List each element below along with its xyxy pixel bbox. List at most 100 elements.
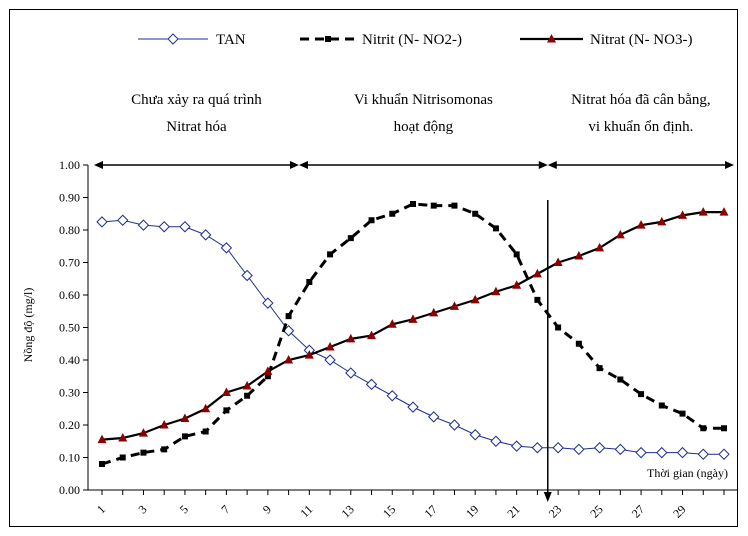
data-point	[596, 365, 603, 372]
data-point	[449, 301, 459, 310]
phase-3: Nitrat hóa đã cân bằng, vi khuẩn ổn định.	[547, 92, 734, 169]
data-point	[262, 297, 274, 309]
series-2	[99, 201, 727, 467]
data-point	[410, 201, 416, 207]
data-point	[306, 279, 313, 285]
data-point	[679, 410, 686, 417]
legend: TAN Nitrit (N- NO2-) Nitrat (N- NO3-)	[138, 32, 692, 48]
y-tick-label: 1.00	[59, 158, 80, 172]
series-1	[96, 214, 730, 460]
data-point	[389, 210, 396, 217]
data-point	[96, 216, 108, 228]
data-point	[615, 229, 625, 239]
y-tick-label: 0.70	[59, 256, 80, 270]
data-point	[656, 446, 668, 459]
data-point	[368, 217, 375, 224]
phase-label-line2: vi khuẩn ổn định.	[588, 119, 693, 135]
data-point	[138, 428, 148, 437]
data-point	[367, 330, 377, 340]
data-point	[574, 251, 584, 260]
phase-label-line1: Vi khuẩn Nitrisomonas	[354, 92, 493, 108]
data-point	[700, 425, 707, 432]
data-point	[324, 354, 336, 366]
legend-label: TAN	[216, 32, 246, 48]
data-point	[179, 221, 191, 233]
data-point	[407, 401, 419, 413]
data-point	[721, 425, 727, 432]
data-point	[285, 313, 292, 320]
data-point	[469, 429, 481, 441]
data-point	[451, 202, 458, 209]
y-tick-label: 0.50	[59, 321, 80, 335]
y-tick-label: 0.90	[59, 191, 80, 205]
phase-1: Chưa xảy ra quá trình Nitrat hóa	[94, 92, 299, 169]
data-point	[555, 324, 562, 331]
data-point	[638, 391, 645, 398]
y-tick-label: 0.00	[59, 483, 80, 497]
phase-2: Vi khuẩn Nitrisomonas hoạt động	[298, 92, 548, 169]
data-point	[593, 442, 606, 454]
data-point	[614, 443, 627, 456]
data-point	[698, 207, 708, 216]
axes: 0.00 0.10 0.20 0.30 0.40 0.50 0.60 0.70 0.80 0.90…	[59, 158, 738, 521]
data-point	[167, 33, 179, 45]
data-point	[346, 333, 356, 343]
data-point	[304, 350, 314, 359]
y-tick-label: 0.30	[59, 386, 80, 400]
data-point	[325, 342, 335, 351]
data-point	[531, 442, 544, 454]
arrowhead-left-icon	[94, 161, 103, 169]
arrowhead-right-icon	[289, 161, 299, 169]
data-point	[657, 216, 667, 226]
data-point	[264, 373, 271, 380]
data-point	[678, 210, 688, 219]
data-point	[719, 207, 729, 216]
legend-label: Nitrat (N- NO3-)	[590, 32, 692, 48]
data-point	[534, 296, 541, 303]
data-point	[448, 419, 461, 431]
data-point	[365, 378, 378, 391]
data-point	[491, 286, 501, 296]
data-point	[553, 257, 563, 266]
y-tick-label: 0.80	[59, 223, 80, 237]
phase-label-line2: hoạt động	[394, 119, 454, 135]
data-point	[547, 34, 556, 43]
data-point	[386, 390, 398, 402]
data-point	[325, 36, 331, 42]
data-point	[636, 220, 646, 229]
data-point	[510, 440, 523, 452]
data-point	[201, 403, 211, 413]
y-axis-label: Nồng độ (mg/l)	[21, 288, 35, 363]
arrowhead-right-icon	[725, 161, 734, 169]
data-point	[284, 355, 294, 364]
data-point	[223, 407, 230, 414]
series-layer	[96, 201, 730, 467]
data-point	[408, 314, 418, 323]
data-point	[327, 251, 334, 258]
x-axis-label: Thời gian (ngày)	[647, 466, 728, 480]
data-point	[387, 319, 397, 328]
data-point	[492, 225, 499, 232]
data-point	[202, 428, 209, 435]
data-point	[119, 454, 126, 461]
data-point	[221, 387, 231, 396]
data-point	[470, 294, 480, 304]
data-point	[263, 366, 273, 375]
data-point	[140, 449, 147, 456]
data-point	[118, 433, 128, 442]
legend-label: Nitrit (N- NO2-)	[362, 32, 462, 48]
data-point	[241, 269, 253, 282]
data-point	[513, 251, 520, 258]
arrowhead-down-icon	[543, 492, 552, 502]
data-point	[512, 280, 522, 289]
data-point	[220, 242, 233, 254]
arrowhead-right-icon	[538, 161, 548, 169]
arrowhead-left-icon	[547, 161, 557, 169]
data-point	[552, 442, 564, 454]
data-point	[428, 411, 440, 423]
data-point	[575, 340, 582, 347]
legend-item-1: TAN	[138, 32, 246, 48]
data-point	[595, 242, 605, 252]
data-point	[159, 420, 169, 429]
